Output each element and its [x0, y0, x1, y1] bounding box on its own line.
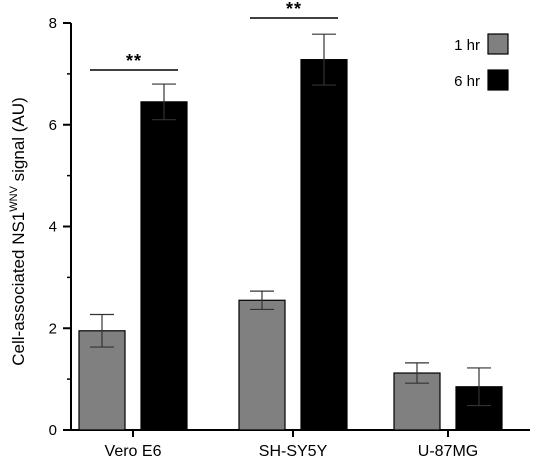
bars [78, 59, 503, 431]
y-axis: 0 2 4 6 8 [49, 15, 72, 439]
x-tick-label: SH-SY5Y [259, 443, 328, 460]
bar-6hr-u-87mg [455, 386, 503, 431]
y-ticks: 0 2 4 6 8 [49, 15, 71, 439]
y-tick-label: 0 [49, 422, 57, 439]
x-tick-label: U-87MG [418, 443, 478, 460]
x-ticks: Vero E6 SH-SY5Y U-87MG [105, 430, 478, 460]
y-axis-label-suffix: signal (AU) [9, 97, 28, 186]
y-tick-label: 2 [49, 320, 57, 337]
legend-swatch [487, 33, 509, 55]
error-bars [90, 33, 491, 407]
significance-markers: ** ** [90, 0, 338, 71]
y-tick-label: 4 [49, 219, 57, 236]
x-axis: Vero E6 SH-SY5Y U-87MG [70, 429, 530, 460]
legend-swatch [487, 69, 509, 91]
bar-1hr-sh-sy5y [238, 299, 286, 431]
x-tick-label: Vero E6 [105, 443, 162, 460]
bar-6hr-sh-sy5y [300, 59, 348, 431]
y-axis-label-superscript: WNV [8, 185, 20, 211]
y-axis-label: Cell-associated NS1WNV signal (AU) [8, 97, 28, 366]
y-tick-label: 6 [49, 117, 57, 134]
legend-label: 6 hr [454, 73, 480, 90]
legend-label: 1 hr [454, 37, 480, 54]
legend: 1 hr 6 hr [454, 33, 509, 91]
significance-label: ** [126, 51, 142, 71]
y-tick-label: 8 [49, 15, 57, 32]
significance-label: ** [286, 0, 302, 19]
bar-6hr-veroe6 [140, 101, 188, 431]
